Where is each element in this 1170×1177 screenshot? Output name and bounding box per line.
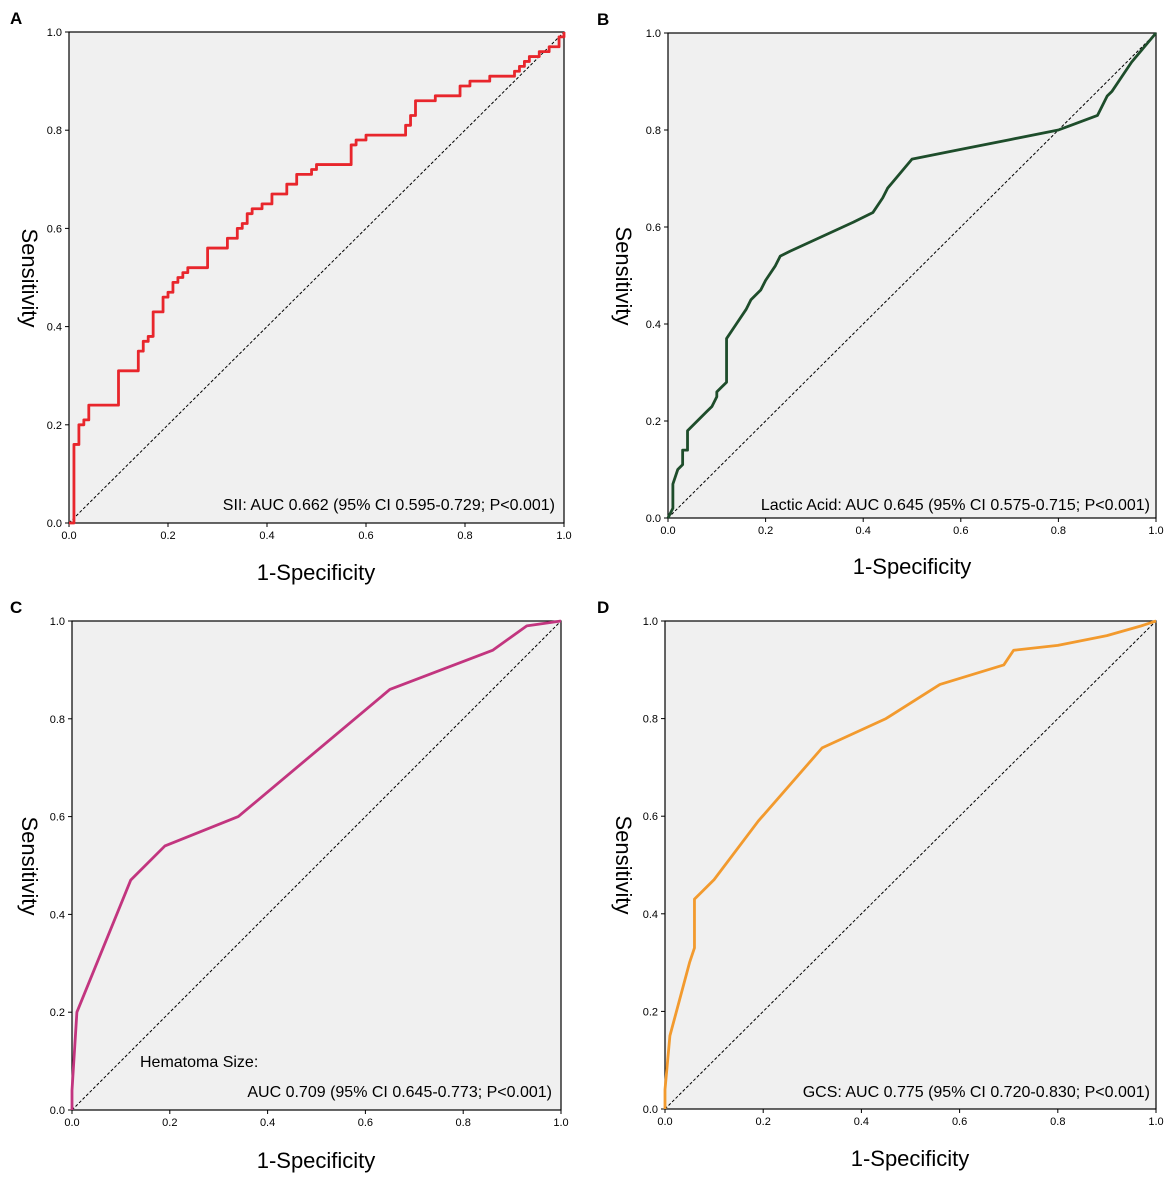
y-tick-label: 0.4 [47,322,62,334]
y-tick-label: 1.0 [47,27,62,39]
x-tick-label: 0.4 [854,1116,869,1128]
reference-diagonal [68,31,565,524]
y-tick-label: 1.0 [646,28,661,40]
auc-annotation: GCS: AUC 0.775 (95% CI 0.720-0.830; P<0.… [803,1084,1150,1101]
reference-diagonal [664,620,1157,1110]
x-tick-label: 1.0 [556,530,571,542]
y-tick-label: 0.0 [50,1105,65,1117]
x-tick-label: 0.4 [260,1117,275,1129]
x-tick-label: 1.0 [1148,525,1163,537]
y-tick-label: 0.4 [50,909,65,921]
y-tick-label: 0.8 [47,125,62,137]
y-tick-label: 0.2 [643,1006,658,1018]
y-tick-label: 1.0 [643,616,658,628]
y-tick-label: 0.4 [643,909,658,921]
y-axis-label: Sensitivity [611,226,636,325]
plot-area [667,32,1157,519]
x-tick-label: 0.2 [758,525,773,537]
roc-curve-lactic-acid [666,32,1158,519]
y-tick-label: 0.8 [50,714,65,726]
x-tick-label: 0.8 [456,1117,471,1129]
panel-letter: C [10,598,22,617]
panel-letter: B [597,10,609,29]
auc-annotation: Lactic Acid: AUC 0.645 (95% CI 0.575-0.7… [761,497,1150,514]
x-tick-label: 0.6 [358,1117,373,1129]
roc-curve-gcs [663,619,1157,1109]
x-axis-label: 1-Specificity [257,560,376,585]
x-tick-label: 1.0 [1148,1116,1163,1128]
y-tick-label: 0.2 [646,416,661,428]
y-tick-label: 0.2 [50,1007,65,1019]
chart-panel-d: D 0.0 0.2 0.4 0.6 0.8 1.0 0.0 0.2 0.4 0.6 0.8 1.0 GCS… [597,598,1164,1171]
chart-panel-c: C 0.0 0.2 0.4 0.6 0.8 1.0 0.0 0.2 0.4 0.6 0.8 1.0 Hem… [10,598,569,1173]
x-tick-label: 0.0 [660,525,675,537]
y-tick-label: 0.0 [643,1104,658,1116]
x-tick-label: 0.2 [160,530,175,542]
x-tick-label: 0.8 [1050,1116,1065,1128]
x-tick-label: 0.8 [1051,525,1066,537]
x-axis-label: 1-Specificity [851,1146,970,1171]
y-tick-label: 0.0 [47,518,62,530]
roc-curve-sii [69,32,566,525]
chart-panel-a: A 0.0 0.2 0.4 0.6 0.8 1.0 0.0 0.2 0.4 0.6 0.8 1.0 SII… [10,9,572,585]
x-tick-label: 0.4 [259,530,274,542]
y-tick-label: 0.6 [646,222,661,234]
auc-annotation: AUC 0.709 (95% CI 0.645-0.773; P<0.001) [247,1084,552,1101]
x-tick-label: 0.2 [756,1116,771,1128]
y-tick-label: 1.0 [50,616,65,628]
y-tick-label: 0.6 [643,811,658,823]
x-axis-label: 1-Specificity [853,554,972,579]
chart-panel-b: B 0.0 0.2 0.4 0.6 0.8 1.0 0.0 0.2 0.4 0.6 0.8 1.0 Lac… [597,10,1164,579]
x-axis-label: 1-Specificity [257,1148,376,1173]
panel-letter: A [10,9,22,28]
x-tick-label: 1.0 [553,1117,568,1129]
y-tick-label: 0.8 [643,714,658,726]
auc-annotation: Hematoma Size: [140,1054,258,1071]
x-tick-label: 0.2 [162,1117,177,1129]
roc-curve-hematoma-size [70,619,562,1110]
auc-annotation: SII: AUC 0.662 (95% CI 0.595-0.729; P<0.… [223,497,555,514]
y-tick-label: 0.0 [646,513,661,525]
x-tick-label: 0.6 [952,1116,967,1128]
reference-diagonal [71,620,562,1111]
y-tick-label: 0.8 [646,125,661,137]
y-tick-label: 0.6 [50,812,65,824]
x-tick-label: 0.4 [856,525,871,537]
x-tick-label: 0.8 [457,530,472,542]
y-tick-label: 0.4 [646,319,661,331]
y-axis-label: Sensitivity [17,816,42,915]
y-tick-label: 0.2 [47,420,62,432]
panel-letter: D [597,598,609,617]
y-tick-label: 0.6 [47,223,62,235]
x-tick-label: 0.0 [64,1117,79,1129]
x-tick-label: 0.6 [358,530,373,542]
x-tick-label: 0.0 [61,530,76,542]
y-axis-label: Sensitivity [17,228,42,327]
x-tick-label: 0.0 [657,1116,672,1128]
y-axis-label: Sensitivity [611,815,636,914]
x-tick-label: 0.6 [953,525,968,537]
